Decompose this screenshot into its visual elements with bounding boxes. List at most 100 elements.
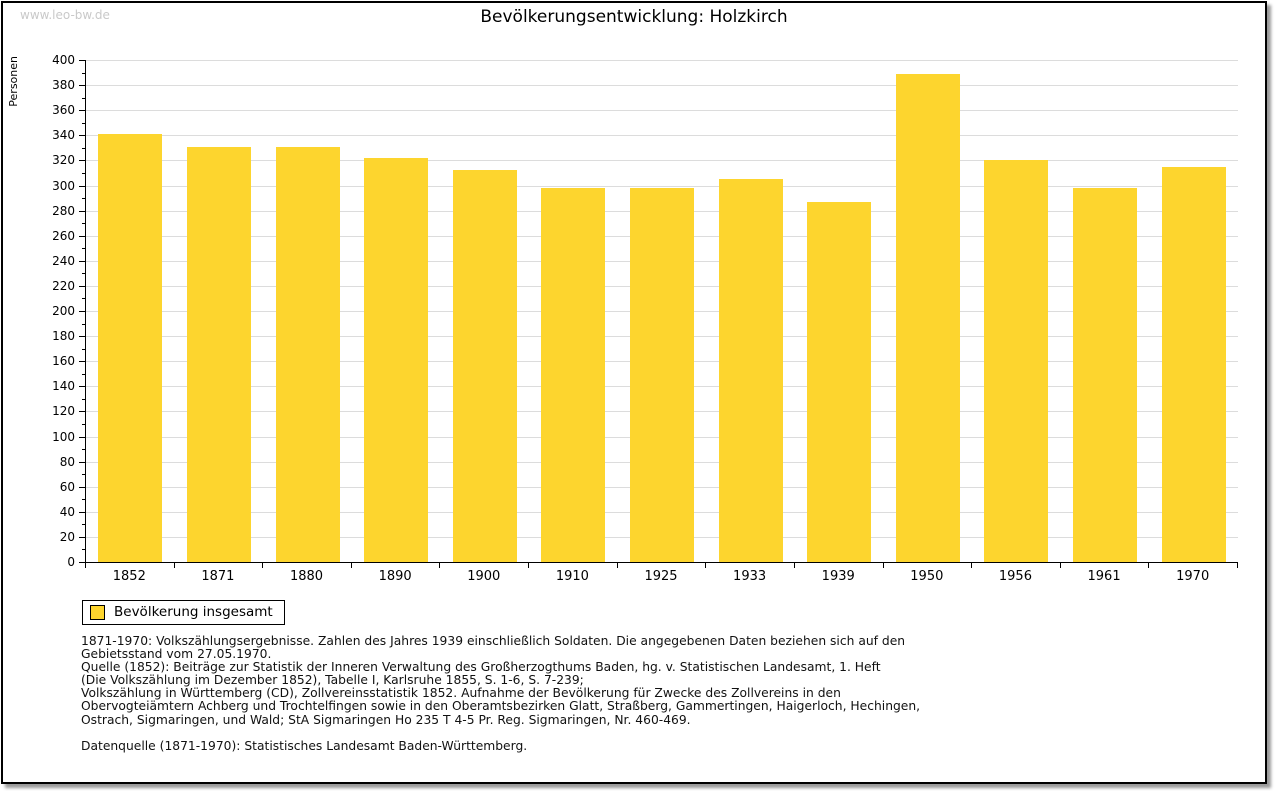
y-tick-major (79, 437, 85, 438)
y-tick-major (79, 261, 85, 262)
bar-1950 (895, 74, 960, 562)
y-tick-major (79, 211, 85, 212)
x-tick-label: 1880 (289, 569, 324, 584)
y-tick-minor (82, 424, 85, 425)
note-line: (Die Volkszählung im Dezember 1852), Tab… (81, 673, 584, 688)
note-line: Obervogteiämtern Achberg und Trochtelfin… (81, 699, 921, 714)
y-tick-minor (82, 499, 85, 500)
gridline (86, 160, 1238, 161)
gridline (86, 186, 1238, 187)
x-tick (883, 563, 884, 568)
y-tick-label: 240 (52, 254, 75, 268)
y-tick-label: 360 (52, 103, 75, 117)
x-tick-label: 1900 (467, 569, 501, 584)
y-tick-major (79, 186, 85, 187)
y-tick-minor (82, 248, 85, 249)
note-line: Quelle (1852): Beiträge zur Statistik de… (81, 660, 881, 675)
y-tick-major (79, 537, 85, 538)
y-tick-minor (82, 98, 85, 99)
note-line: Volkszählung in Württemberg (CD), Zollve… (81, 686, 841, 701)
bar-1961 (1073, 188, 1138, 562)
y-tick-major (79, 60, 85, 61)
x-tick-label: 1871 (201, 569, 235, 584)
y-tick-major (79, 85, 85, 86)
x-tick (174, 563, 175, 568)
y-tick-label: 140 (52, 379, 75, 393)
bar-1970 (1161, 167, 1226, 562)
y-tick-minor (82, 474, 85, 475)
x-tick-label: 1961 (1087, 569, 1121, 584)
y-tick-major (79, 336, 85, 337)
x-tick (351, 563, 352, 568)
x-tick (85, 563, 86, 568)
x-tick (528, 563, 529, 568)
x-tick-label: 1950 (910, 569, 944, 584)
legend-swatch-icon (90, 604, 105, 620)
x-tick-label: 1939 (821, 569, 855, 584)
y-tick-minor (82, 399, 85, 400)
y-tick-minor (82, 198, 85, 199)
y-tick-minor (82, 449, 85, 450)
y-tick-label: 20 (59, 530, 75, 544)
y-tick-label: 40 (59, 505, 75, 519)
x-tick (262, 563, 263, 568)
y-tick-major (79, 562, 85, 563)
y-tick-minor (82, 123, 85, 124)
chart-frame: www.leo-bw.de Bevölkerungsentwicklung: H… (1, 1, 1267, 784)
bar-1900 (452, 170, 517, 562)
x-tick-label: 1933 (733, 569, 767, 584)
x-tick (794, 563, 795, 568)
y-tick-minor (82, 549, 85, 550)
bar-1939 (807, 202, 872, 562)
bar-1925 (630, 188, 694, 562)
y-tick-minor (82, 223, 85, 224)
y-tick-label: 340 (52, 128, 75, 142)
datasource-line: Datenquelle (1871-1970): Statistisches L… (81, 738, 528, 753)
gridline (86, 85, 1238, 86)
y-tick-major (79, 135, 85, 136)
y-tick-minor (82, 273, 85, 274)
x-tick (971, 563, 972, 568)
x-tick (617, 563, 618, 568)
y-tick-label: 100 (52, 430, 75, 444)
bar-1890 (364, 158, 429, 562)
legend: Bevölkerung insgesamt (82, 600, 285, 625)
y-tick-label: 320 (52, 153, 75, 167)
y-tick-label: 400 (52, 53, 75, 67)
y-tick-major (79, 236, 85, 237)
y-tick-major (79, 361, 85, 362)
x-tick (1148, 563, 1149, 568)
note-line: Ostrach, Sigmaringen, und Wald; StA Sigm… (81, 712, 691, 727)
y-tick-major (79, 462, 85, 463)
gridline (86, 110, 1238, 111)
y-tick-label: 200 (52, 304, 75, 318)
y-tick-label: 280 (52, 204, 75, 218)
chart-title: Bevölkerungsentwicklung: Holzkirch (480, 7, 788, 27)
y-tick-major (79, 311, 85, 312)
plot-area (85, 60, 1238, 563)
y-tick-label: 220 (52, 279, 75, 293)
y-tick-minor (82, 148, 85, 149)
y-tick-major (79, 160, 85, 161)
x-tick-label: 1910 (555, 569, 589, 584)
bar-1933 (718, 179, 783, 562)
note-line: 1871-1970: Volkszählungsergebnisse. Zahl… (81, 634, 906, 648)
y-tick-label: 180 (52, 329, 75, 343)
y-tick-major (79, 411, 85, 412)
bar-1956 (984, 160, 1049, 562)
bar-1910 (541, 188, 606, 562)
y-tick-minor (82, 73, 85, 74)
y-tick-minor (82, 324, 85, 325)
y-tick-label: 300 (52, 179, 75, 193)
y-tick-major (79, 512, 85, 513)
bar-1852 (98, 134, 163, 562)
x-tick (1237, 563, 1238, 568)
bar-1880 (275, 147, 340, 562)
y-tick-major (79, 286, 85, 287)
y-tick-label: 380 (52, 78, 75, 92)
x-axis: 1852 1871 1880 1890 1900 1910 1925 1933 1939 1950… (85, 563, 1238, 589)
bar-1871 (186, 147, 251, 562)
y-axis: 0 20 40 60 80 100 120 140 160 180 200 220 240 260 280 3… (3, 54, 85, 568)
legend-label: Bevölkerung insgesamt (114, 604, 273, 620)
x-tick-label: 1852 (112, 569, 146, 584)
